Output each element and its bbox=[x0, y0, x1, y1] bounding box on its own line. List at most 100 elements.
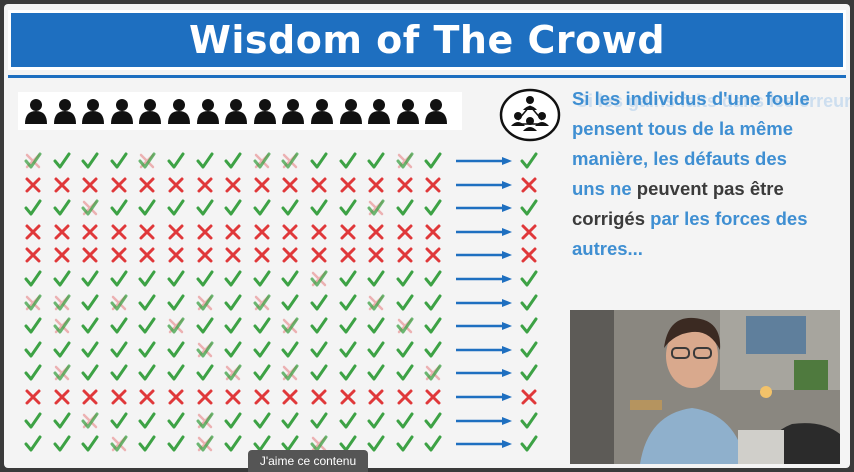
result-check-icon bbox=[520, 435, 538, 452]
cross-icon bbox=[282, 389, 298, 405]
cross-icon bbox=[225, 177, 241, 193]
cross-icon bbox=[254, 177, 270, 193]
cross-icon bbox=[168, 224, 184, 240]
check-icon bbox=[224, 294, 242, 311]
check-icon bbox=[196, 199, 214, 216]
result-check-icon bbox=[520, 152, 538, 169]
check-icon bbox=[196, 435, 214, 452]
cross-icon bbox=[139, 247, 155, 263]
check-icon bbox=[281, 270, 299, 287]
check-icon bbox=[367, 152, 385, 169]
result-cross-icon bbox=[521, 177, 537, 193]
check-icon bbox=[424, 341, 442, 358]
check-icon bbox=[24, 341, 42, 358]
check-icon bbox=[310, 152, 328, 169]
check-icon bbox=[367, 435, 385, 452]
cross-icon bbox=[197, 177, 213, 193]
check-icon bbox=[196, 270, 214, 287]
check-icon bbox=[53, 294, 71, 311]
check-icon bbox=[24, 199, 42, 216]
cross-icon bbox=[168, 389, 184, 405]
webcam-video[interactable] bbox=[570, 310, 840, 464]
check-icon bbox=[253, 341, 271, 358]
check-icon bbox=[53, 199, 71, 216]
check-icon bbox=[339, 341, 357, 358]
cross-icon bbox=[397, 247, 413, 263]
cross-icon bbox=[368, 247, 384, 263]
cross-icon bbox=[254, 247, 270, 263]
cross-icon bbox=[139, 224, 155, 240]
cross-icon bbox=[282, 224, 298, 240]
check-icon bbox=[224, 341, 242, 358]
cross-icon bbox=[425, 389, 441, 405]
cross-icon bbox=[282, 247, 298, 263]
cross-icon bbox=[25, 247, 41, 263]
cross-icon bbox=[25, 177, 41, 193]
person-icon bbox=[311, 99, 333, 124]
arrow-right-icon bbox=[456, 345, 512, 354]
cross-icon bbox=[368, 177, 384, 193]
check-icon bbox=[24, 412, 42, 429]
check-icon bbox=[138, 294, 156, 311]
check-icon bbox=[138, 152, 156, 169]
text-line-5: corrigés par les forces des bbox=[572, 204, 844, 234]
check-icon bbox=[110, 412, 128, 429]
check-icon bbox=[310, 341, 328, 358]
arrow-right-icon bbox=[456, 440, 512, 449]
people-row bbox=[18, 92, 462, 130]
check-icon bbox=[281, 412, 299, 429]
result-check-icon bbox=[520, 412, 538, 429]
check-icon bbox=[110, 294, 128, 311]
cross-icon bbox=[25, 224, 41, 240]
cross-icon bbox=[111, 247, 127, 263]
cross-icon bbox=[254, 389, 270, 405]
person-icon bbox=[53, 99, 76, 124]
arrow-right-icon bbox=[456, 251, 512, 260]
cross-icon bbox=[225, 389, 241, 405]
cross-icon bbox=[311, 389, 327, 405]
check-icon bbox=[396, 435, 414, 452]
check-icon bbox=[396, 412, 414, 429]
cross-icon bbox=[168, 177, 184, 193]
check-icon bbox=[196, 317, 214, 334]
check-icon bbox=[396, 317, 414, 334]
check-icon bbox=[81, 294, 99, 311]
check-icon bbox=[167, 341, 185, 358]
check-icon bbox=[110, 341, 128, 358]
check-icon bbox=[167, 294, 185, 311]
text-line-1: Si les individus d'une foule bbox=[572, 88, 810, 109]
check-icon bbox=[310, 317, 328, 334]
cross-icon bbox=[425, 177, 441, 193]
check-icon bbox=[424, 270, 442, 287]
check-icon bbox=[81, 199, 99, 216]
check-icon bbox=[138, 364, 156, 381]
check-icon bbox=[81, 152, 99, 169]
arrow-right-icon bbox=[456, 227, 512, 236]
like-content-button[interactable]: J'aime ce contenu bbox=[248, 450, 368, 472]
cross-icon bbox=[54, 247, 70, 263]
check-icon bbox=[81, 317, 99, 334]
person-icon bbox=[396, 99, 419, 124]
cross-icon bbox=[282, 177, 298, 193]
check-icon bbox=[424, 294, 442, 311]
cross-icon bbox=[197, 247, 213, 263]
check-icon bbox=[253, 199, 271, 216]
check-icon bbox=[367, 294, 385, 311]
check-icon bbox=[339, 412, 357, 429]
check-icon bbox=[339, 270, 357, 287]
check-icon bbox=[196, 341, 214, 358]
result-check-icon bbox=[520, 294, 538, 311]
check-icon bbox=[396, 341, 414, 358]
check-icon bbox=[424, 199, 442, 216]
arrow-right-icon bbox=[456, 180, 512, 189]
text-line-6: autres... bbox=[572, 238, 643, 259]
check-icon bbox=[24, 364, 42, 381]
text-line-2: pensent tous de la même bbox=[572, 118, 794, 139]
check-icon bbox=[310, 270, 328, 287]
check-icon bbox=[310, 199, 328, 216]
result-check-icon bbox=[520, 317, 538, 334]
cross-icon bbox=[139, 389, 155, 405]
person-icon bbox=[339, 99, 362, 124]
cross-icon bbox=[82, 247, 98, 263]
crowd-network-icon bbox=[499, 88, 561, 142]
